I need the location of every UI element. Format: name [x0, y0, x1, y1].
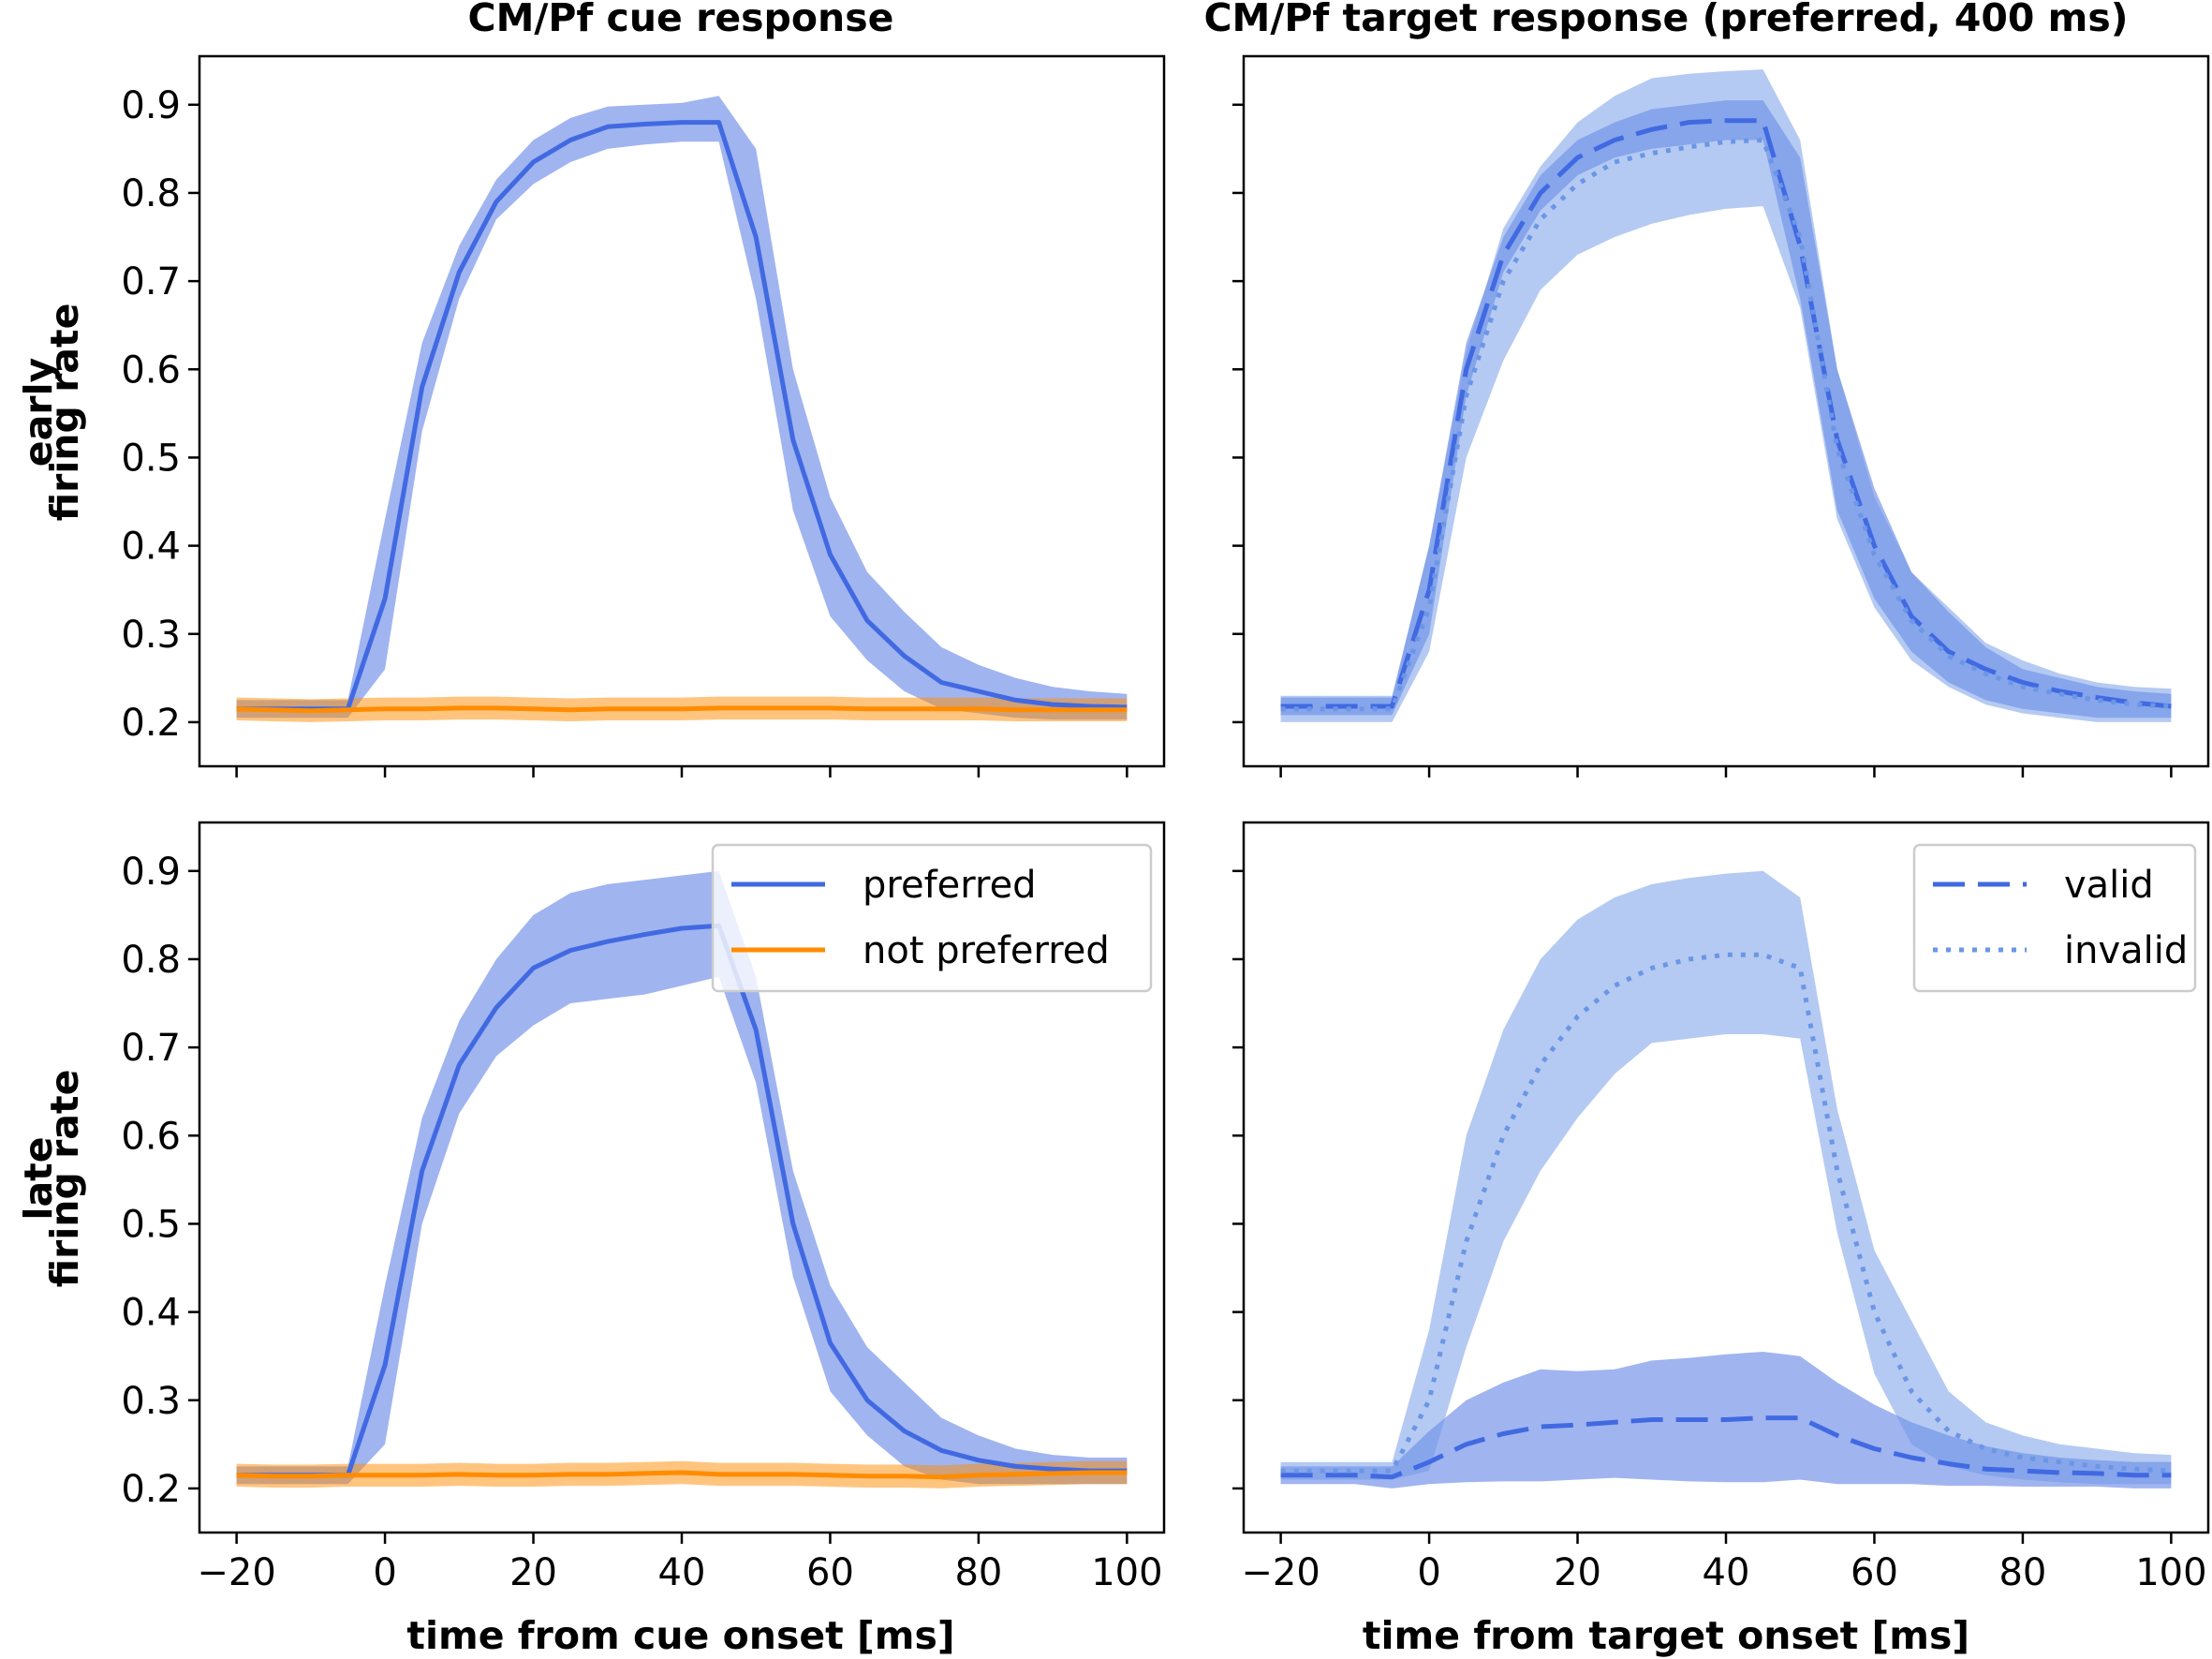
xlabel-left: time from cue onset [ms]: [406, 1613, 954, 1658]
y-tick-label: 0.3: [121, 614, 181, 657]
x-tick-label: 100: [2135, 1551, 2206, 1594]
confidence-band-preferred: [236, 96, 1128, 720]
series-line-preferred: [236, 120, 1128, 712]
title-left: CM/Pf cue response: [468, 0, 894, 40]
panel-early-target: [1232, 54, 2210, 778]
series-line-preferred: [236, 923, 1128, 1478]
title-right: CM/Pf target response (preferred, 400 ms…: [1203, 0, 2128, 40]
y-tick-label: 0.6: [121, 348, 181, 392]
y-tick-label: 0.6: [121, 1115, 181, 1158]
x-tick-label: 0: [373, 1551, 396, 1594]
x-tick-label: 60: [1851, 1551, 1898, 1594]
x-tick-label: 40: [1703, 1551, 1750, 1594]
y-tick-label: 0.8: [121, 172, 181, 215]
plot-area: [1280, 69, 2172, 722]
x-tick-label: 0: [1417, 1551, 1440, 1594]
legend-label-not-preferred: not preferred: [863, 929, 1110, 972]
row-label-late-group: late firing rate: [16, 1070, 87, 1288]
xlabel-right: time from target onset [ms]: [1363, 1613, 1969, 1658]
panel-late-cue: −20 0 20 40 60 80 100 0.2 0.3 0.4 0.5 0.6 0.7 0.8 0.9 p…: [121, 821, 1166, 1594]
y-tick-label: 0.2: [121, 1468, 181, 1511]
plot-area: [1280, 870, 2172, 1489]
y-tick-label: 0.8: [121, 939, 181, 982]
plot-area: [236, 96, 1128, 722]
panel-frame: [198, 54, 1166, 768]
x-tick-label: 40: [658, 1551, 706, 1594]
ylabel-top: firing rate: [42, 304, 87, 522]
legend-box: [1912, 843, 2197, 993]
legend-label-valid: valid: [2064, 864, 2154, 907]
x-tick-label: 80: [954, 1551, 1002, 1594]
y-tick-label: 0.4: [121, 526, 181, 569]
confidence-band-preferred: [236, 870, 1128, 1485]
row-label-early-group: early firing rate: [16, 304, 87, 522]
confidence-band-invalid: [1280, 870, 2172, 1485]
legend-label-preferred: preferred: [863, 864, 1037, 907]
y-tick-label: 0.3: [121, 1380, 181, 1423]
series-line-valid: [1280, 1415, 2172, 1480]
legend-box: [711, 843, 1153, 993]
ylabel-bottom: firing rate: [42, 1070, 87, 1288]
row-label-late: late: [16, 1136, 61, 1220]
panel-early-cue: 0.2 0.3 0.4 0.5 0.6 0.7 0.8 0.9: [121, 54, 1166, 778]
x-tick-label: −20: [1241, 1551, 1320, 1594]
series-line-invalid: [1280, 138, 2172, 712]
x-tick-label: −20: [197, 1551, 275, 1594]
legend-label-invalid: invalid: [2064, 929, 2188, 972]
x-tick-label: 20: [509, 1551, 557, 1594]
y-tick-label: 0.2: [121, 702, 181, 745]
panel-late-target: −20 0 20 40 60 80 100 valid invalid: [1232, 821, 2210, 1594]
y-tick-label: 0.9: [121, 851, 181, 894]
x-tick-label: 100: [1091, 1551, 1162, 1594]
y-tick-label: 0.5: [121, 437, 181, 480]
row-label-early: early: [16, 358, 61, 467]
confidence-band-invalid: [1280, 69, 2172, 722]
plot-area: [236, 870, 1128, 1489]
y-tick-label: 0.7: [121, 1027, 181, 1070]
x-tick-label: 80: [1998, 1551, 2046, 1594]
x-tick-label: 20: [1554, 1551, 1601, 1594]
series-line-not-preferred: [236, 705, 1128, 714]
y-tick-label: 0.7: [121, 260, 181, 304]
y-tick-label: 0.4: [121, 1292, 181, 1335]
series-line-not-preferred: [236, 1470, 1128, 1480]
series-line-valid: [1280, 118, 2172, 709]
y-tick-label: 0.9: [121, 84, 181, 127]
y-tick-label: 0.5: [121, 1203, 181, 1246]
x-tick-label: 60: [806, 1551, 854, 1594]
